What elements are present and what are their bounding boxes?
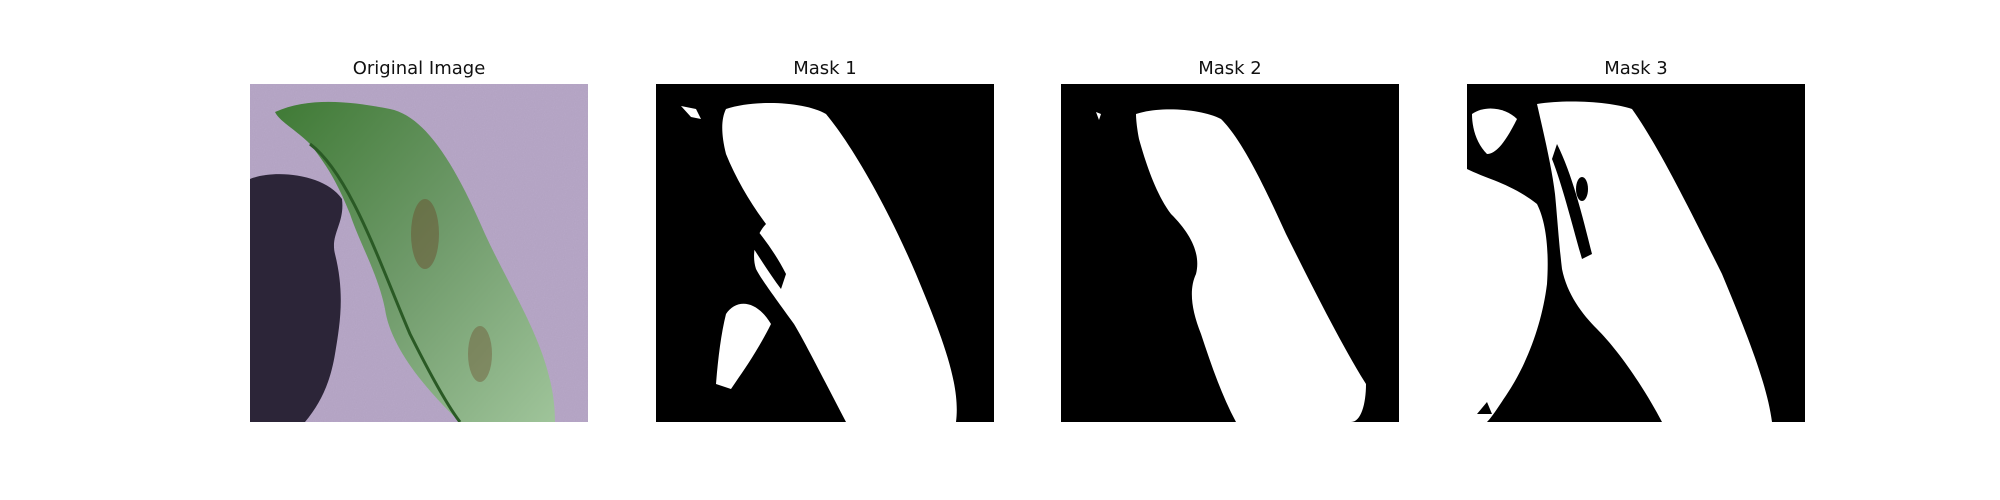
leaf-shadow [250, 174, 343, 422]
mask-fragment [1472, 108, 1517, 154]
mask-region [1537, 101, 1772, 422]
leaf-lesion [411, 199, 439, 269]
leaf [275, 101, 555, 422]
leaf-lesion [468, 326, 492, 382]
mask-3-image [1467, 84, 1805, 422]
panel-title-mask-1: Mask 1 [793, 58, 857, 79]
mask-fragment [716, 303, 771, 389]
panel-title-mask-2: Mask 2 [1198, 58, 1262, 79]
leaf-photo [250, 84, 588, 422]
panel-mask-3: Mask 3 [1467, 58, 1805, 422]
panel-original: Original Image [250, 58, 588, 422]
panel-title-mask-3: Mask 3 [1604, 58, 1668, 79]
panel-mask-2: Mask 2 [1061, 58, 1399, 422]
mask-fragment [1467, 169, 1548, 422]
mask-region [722, 102, 957, 422]
mask-2-image [1061, 84, 1399, 422]
mask-region [1136, 109, 1366, 422]
leaf-midrib [309, 142, 462, 422]
mask-fragment [681, 106, 701, 119]
mask-fragment [1096, 112, 1101, 120]
panel-mask-1: Mask 1 [656, 58, 994, 422]
mask-1-image [656, 84, 994, 422]
panel-title-original: Original Image [352, 58, 486, 79]
